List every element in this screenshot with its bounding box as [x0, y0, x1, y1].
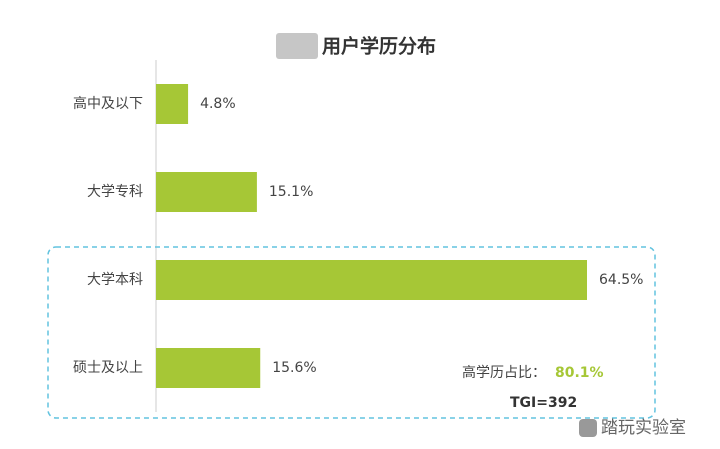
bar: [156, 348, 261, 388]
bar: [156, 84, 189, 124]
bar: [156, 172, 257, 212]
watermark: 踏玩实验室: [601, 418, 686, 438]
annotation-tgi: TGI=392: [510, 395, 577, 411]
highlight-box: [47, 246, 656, 419]
value-label: 15.6%: [272, 360, 316, 376]
y-tick-label: 高中及以下: [73, 95, 143, 112]
value-label: 15.1%: [269, 184, 313, 200]
y-tick-label: 大学专科: [87, 184, 143, 200]
value-label: 4.8%: [200, 96, 236, 112]
annotation-label: 高学历占比：: [462, 364, 546, 381]
value-label: 64.5%: [599, 272, 643, 288]
bar: [156, 260, 587, 300]
blurred-title-prefix: [276, 33, 318, 59]
y-tick-label: 硕士及以上: [73, 360, 143, 376]
chart-title: 用户学历分布: [322, 35, 436, 58]
annotation-value: 80.1%: [555, 365, 604, 381]
y-tick-label: 大学本科: [87, 272, 143, 288]
watermark-icon: [579, 419, 597, 437]
